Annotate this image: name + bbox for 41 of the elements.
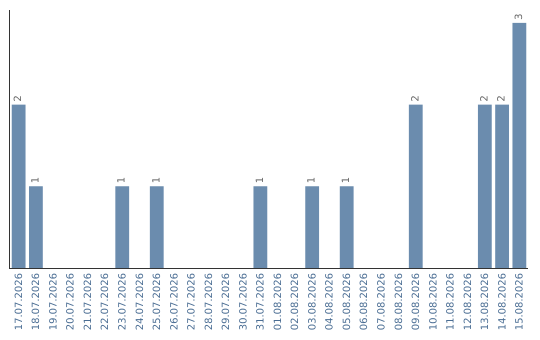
x-tick-label: 08.08.2026 [394,273,405,330]
x-tick-label: 15.08.2026 [514,273,526,330]
x-tick-label: 05.08.2026 [342,273,353,330]
x-tick-label: 21.07.2026 [82,273,94,330]
x-tick-label: 07.08.2026 [376,273,388,330]
x-tick-label: 20.07.2026 [66,273,77,330]
x-tick-label: 06.08.2026 [359,273,370,330]
x-tick-label: 03.08.2026 [307,273,318,330]
x-tick-label: 09.08.2026 [411,273,422,330]
x-tick-label: 17.07.2026 [14,273,25,330]
data-label: 2 [496,95,508,102]
data-label: 1 [341,176,352,184]
data-label: 2 [13,95,24,102]
data-label: 2 [479,95,490,102]
data-label: 3 [514,14,525,20]
x-tick-label: 13.08.2026 [480,273,492,330]
x-tick-label: 31.07.2026 [256,273,267,330]
x-tick-label: 23.07.2026 [117,273,128,330]
x-tick-label: 12.08.2026 [462,273,474,330]
x-tick-label: 22.07.2026 [100,273,112,330]
x-tick-label: 25.07.2026 [152,273,164,330]
x-tick-label: 28.07.2026 [204,273,215,330]
data-label: 1 [116,176,128,184]
x-tick-label: 10.08.2026 [428,273,440,330]
x-tick-label: 02.08.2026 [290,273,302,330]
data-label: 1 [151,176,162,184]
x-tick-label: 29.07.2026 [221,273,232,330]
data-label: 1 [30,176,42,184]
x-tick-label: 19.07.2026 [48,273,60,330]
data-label: 1 [254,176,266,184]
x-tick-label: 01.08.2026 [272,273,284,330]
x-tick-label: 04.08.2026 [324,273,336,330]
data-label: 1 [306,176,318,184]
data-label: 2 [410,95,422,102]
x-tick-label: 14.08.2026 [497,273,508,330]
x-tick-label: 30.07.2026 [238,273,250,330]
x-tick-label: 24.07.2026 [134,273,146,330]
x-tick-label: 11.08.2026 [446,273,457,330]
x-tick-label: 26.07.2026 [169,273,180,330]
x-tick-label: 27.07.2026 [186,273,198,330]
x-tick-label: 18.07.2026 [31,273,42,330]
